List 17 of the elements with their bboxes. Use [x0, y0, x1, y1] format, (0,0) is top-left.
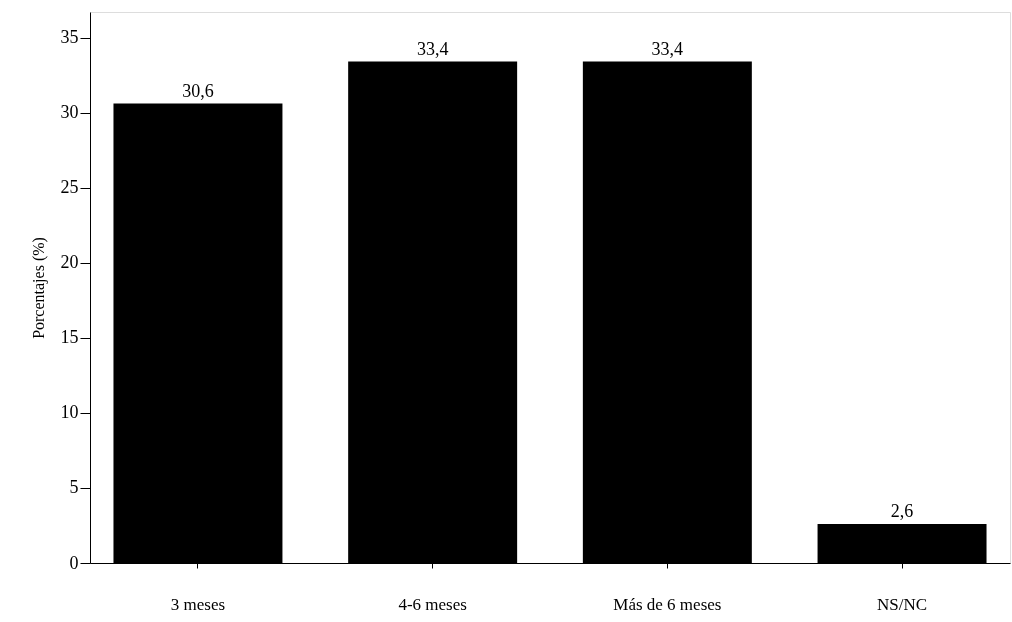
y-tick-label: 30: [60, 102, 79, 123]
data-label: 30,6: [182, 80, 214, 101]
y-tick-label: 25: [60, 177, 79, 198]
y-tick-label: 35: [60, 27, 79, 48]
y-tick-label: 10: [60, 402, 79, 423]
y-axis-title: Porcentajes (%): [29, 237, 48, 339]
data-label: 33,4: [651, 38, 684, 59]
y-tick-label: 0: [69, 552, 79, 573]
x-tick-label: 4-6 meses: [398, 594, 467, 614]
x-tick-label: Más de 6 meses: [613, 594, 722, 614]
x-tick-label: 3 meses: [170, 594, 226, 614]
data-label: 33,4: [416, 38, 449, 59]
x-tick-label: NS/NC: [877, 594, 928, 614]
y-tick-label: 20: [60, 252, 79, 273]
data-label: 2,6: [890, 500, 914, 521]
y-tick-label: 15: [60, 327, 79, 348]
y-tick-label: 5: [69, 477, 79, 498]
